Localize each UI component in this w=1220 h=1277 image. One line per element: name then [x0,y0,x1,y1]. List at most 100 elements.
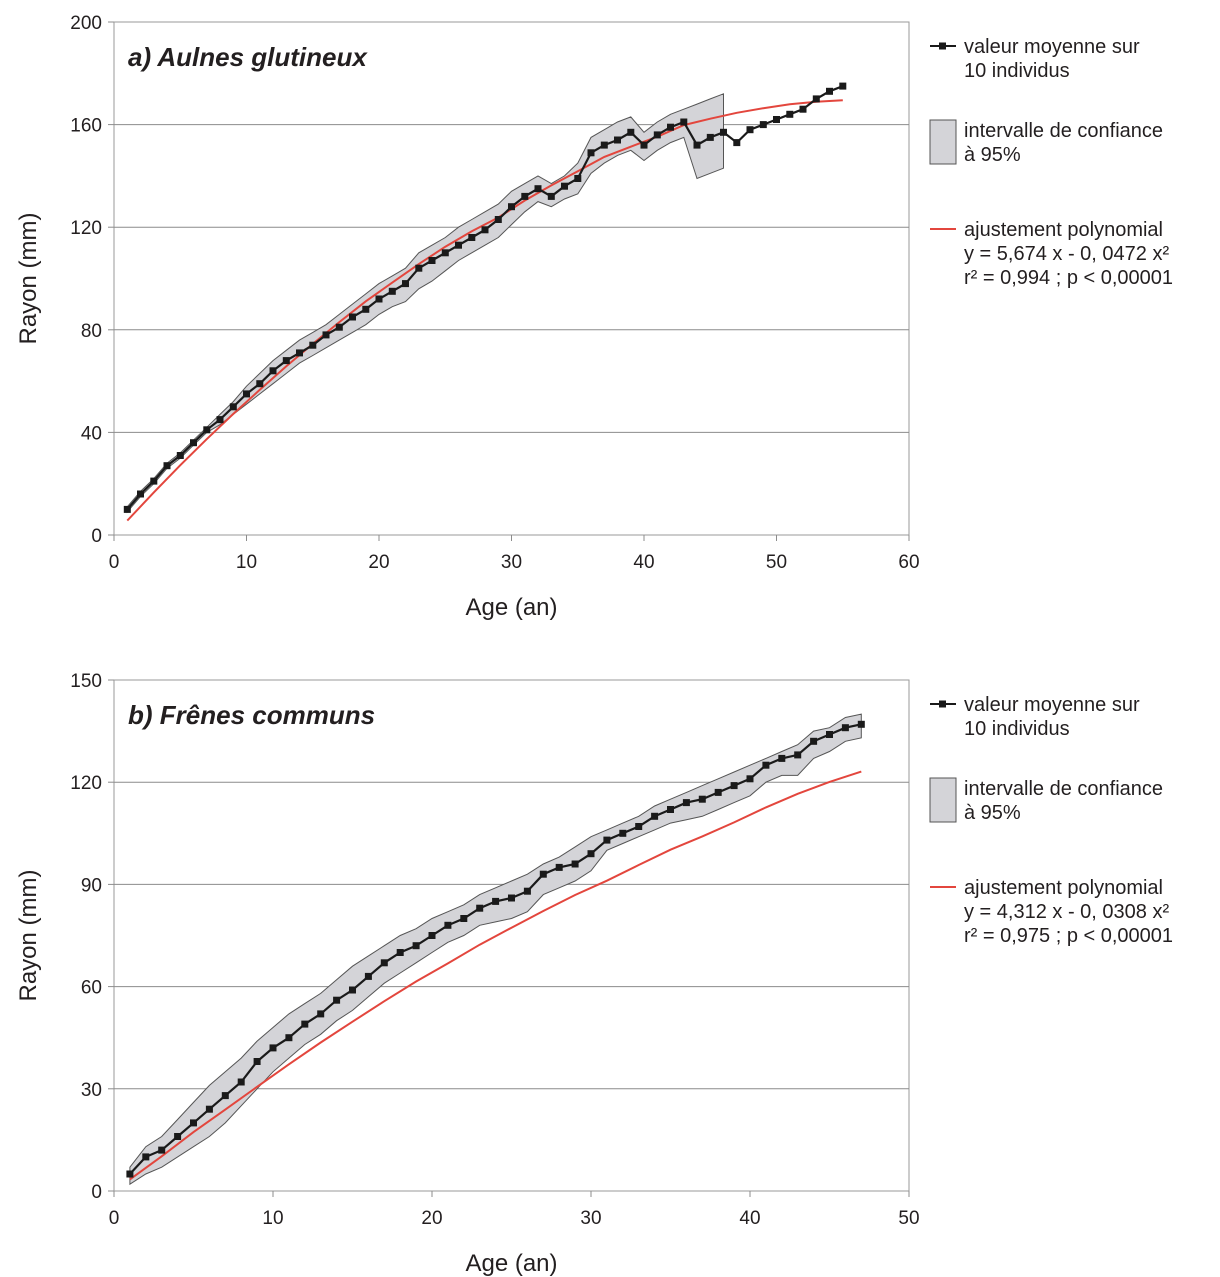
mean-marker [682,799,690,807]
x-tick-label: 50 [766,552,787,573]
mean-marker [309,341,317,349]
mean-marker [428,257,436,264]
confidence-band [129,713,862,1186]
mean-marker [574,175,582,182]
mean-marker [150,477,158,485]
mean-marker [137,490,144,498]
mean-marker [539,870,547,878]
mean-marker [176,452,184,459]
mean-marker [190,439,197,447]
mean-marker [296,349,303,357]
mean-marker [693,141,701,149]
mean-marker [680,118,688,126]
mean-marker [508,894,515,902]
mean-marker [794,751,802,759]
mean-marker [396,949,404,956]
mean-marker [476,904,484,912]
legend-text-fit: ajustement polynomial [964,219,1163,241]
mean-marker [335,323,343,331]
mean-marker [640,141,648,149]
legend-text-mean: valeur moyenne sur [964,694,1140,716]
mean-marker [333,996,341,1004]
y-axis-title: Rayon (mm) [15,869,42,1001]
mean-marker [362,305,370,313]
mean-marker [667,806,674,813]
mean-marker [653,131,661,139]
legend-text-fit: r² = 0,994 ; p < 0,00001 [964,267,1173,289]
mean-marker [468,234,476,241]
legend-text-mean: valeur moyenne sur [964,36,1140,58]
panel-title: a) Aulnes glutineux [128,42,368,72]
mean-marker [587,149,595,157]
mean-marker [547,192,555,200]
mean-marker [839,82,847,90]
legend-band-swatch [929,119,957,165]
mean-marker [253,1058,261,1065]
mean-marker [810,737,818,745]
x-tick-label: 60 [898,552,919,573]
mean-marker [428,932,436,939]
mean-marker [746,126,754,134]
mean-marker [402,280,409,288]
mean-marker [603,836,611,844]
mean-marker [706,133,714,141]
mean-marker [494,216,502,223]
mean-marker [799,105,807,113]
legend-mean-marker [939,42,946,50]
x-tick-label: 40 [739,1208,760,1229]
mean-marker [614,136,621,144]
mean-marker [857,720,865,728]
polynomial-fit-line [129,770,862,1181]
confidence-band [126,93,724,514]
y-tick-label: 0 [91,1182,102,1203]
mean-marker [667,123,674,131]
y-tick-label: 30 [81,1080,102,1101]
x-tick-label: 10 [262,1208,283,1229]
x-tick-label: 30 [501,552,522,573]
mean-marker [730,782,738,790]
x-tick-label: 0 [109,1208,120,1229]
mean-marker [444,921,452,929]
mean-marker [759,121,767,129]
mean-marker [256,380,264,388]
x-tick-label: 40 [633,552,654,573]
mean-marker [174,1133,182,1140]
mean-marker [441,249,449,257]
mean-marker [158,1146,166,1154]
x-axis-title: Age (an) [465,594,557,621]
x-axis-title: Age (an) [465,1250,557,1277]
mean-marker [698,795,706,803]
mean-marker [269,1044,277,1052]
mean-marker [216,416,224,424]
x-tick-label: 0 [109,552,120,573]
legend-text-band: à 95% [964,144,1021,166]
chart-panel-frenes: 0 30 60 90 120 150 0 10 20 30 40 50 Age (an) Rayon (m… [15,671,1173,1277]
legend-text-fit: y = 4,312 x - 0, 0308 x² [964,901,1169,923]
mean-marker [600,141,608,149]
mean-marker [460,915,468,922]
legend-text-mean: 10 individus [964,60,1070,82]
mean-marker [349,986,356,994]
mean-marker [571,860,579,868]
mean-marker [190,1119,197,1127]
mean-marker [561,182,568,190]
plot-area [113,21,910,536]
mean-marker [221,1092,229,1100]
mean-marker [720,128,727,136]
legend-text-fit: y = 5,674 x - 0, 0472 x² [964,243,1169,265]
mean-marker [415,264,423,272]
y-tick-label: 160 [70,116,102,137]
mean-marker [301,1020,309,1028]
mean-marker [651,812,659,820]
mean-marker [455,241,462,249]
legend-text-band: à 95% [964,802,1021,824]
mean-marker [773,116,780,123]
y-tick-label: 120 [70,773,102,794]
mean-marker [285,1034,293,1042]
x-tick-label: 20 [368,552,389,573]
mean-marker [841,724,849,732]
mean-marker [349,313,356,321]
mean-marker [534,185,542,193]
mean-marker [521,192,529,200]
